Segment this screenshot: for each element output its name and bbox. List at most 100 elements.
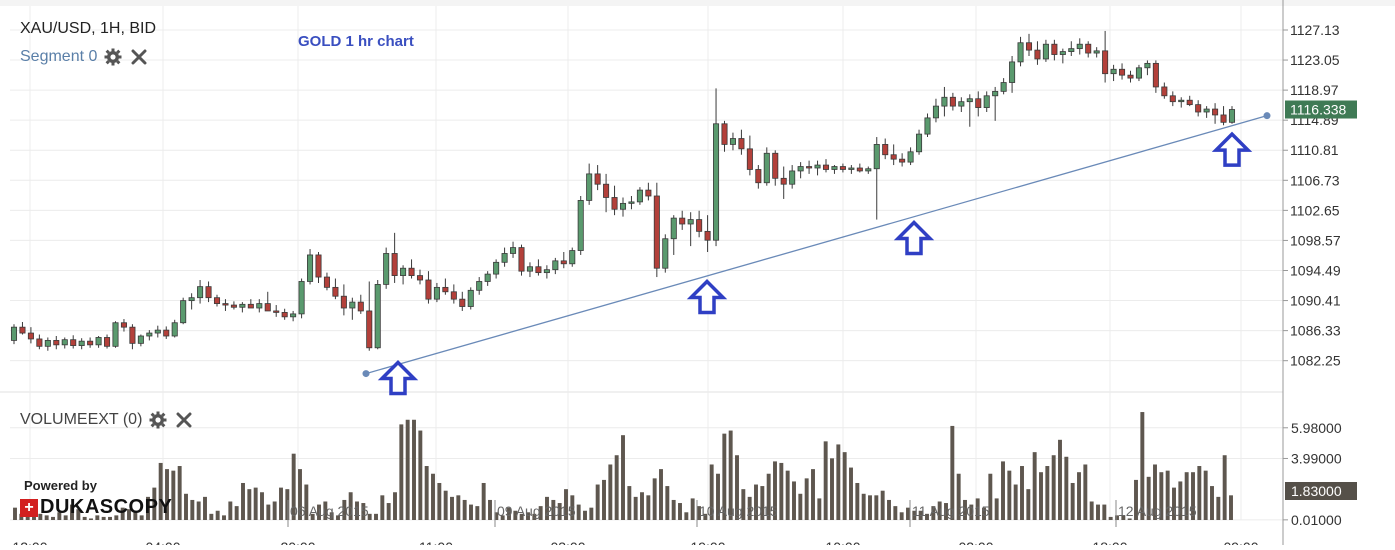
gear-icon[interactable] bbox=[103, 47, 123, 67]
volume-bar bbox=[247, 489, 252, 520]
price-tick-label: 1090.41 bbox=[1290, 293, 1341, 309]
candle bbox=[746, 135, 753, 176]
candle bbox=[1212, 103, 1219, 124]
volume-bar bbox=[139, 515, 144, 520]
candle-body bbox=[1144, 62, 1151, 69]
candle-body bbox=[822, 164, 830, 170]
close-icon[interactable] bbox=[129, 47, 149, 67]
trendline-end-handle bbox=[1263, 112, 1271, 120]
candle bbox=[459, 291, 466, 311]
candle-body bbox=[44, 340, 51, 347]
gear-icon[interactable] bbox=[148, 410, 168, 430]
candle-body bbox=[1178, 99, 1185, 103]
candle bbox=[1178, 97, 1185, 108]
volume-bar bbox=[665, 486, 670, 520]
volume-bar bbox=[456, 495, 461, 520]
volume-bar bbox=[1001, 461, 1005, 520]
candle bbox=[1144, 60, 1151, 76]
candle bbox=[307, 249, 314, 285]
volume-bar bbox=[893, 506, 898, 520]
date-label: 06 Aug 2015 bbox=[290, 503, 369, 519]
segment-label[interactable]: Segment 0 bbox=[20, 48, 98, 65]
candle-body bbox=[1110, 68, 1117, 75]
candle bbox=[755, 165, 762, 189]
volume-bar bbox=[640, 492, 644, 520]
candle bbox=[1042, 39, 1049, 62]
price-tick-label: 1102.65 bbox=[1290, 202, 1340, 218]
candle-body bbox=[349, 301, 356, 309]
candle bbox=[924, 113, 931, 138]
candle bbox=[831, 165, 838, 174]
volume-bar bbox=[152, 487, 157, 520]
candle bbox=[213, 294, 221, 307]
volume-bar bbox=[424, 466, 429, 520]
candle bbox=[450, 284, 457, 304]
candle-body bbox=[814, 164, 821, 169]
volume-bar bbox=[108, 516, 112, 520]
candle bbox=[501, 247, 508, 267]
candle-body bbox=[467, 289, 474, 307]
candle bbox=[400, 265, 407, 285]
volume-bar bbox=[1140, 412, 1145, 520]
candle bbox=[256, 299, 263, 313]
volume-bar bbox=[488, 499, 492, 520]
volume-bar bbox=[1216, 496, 1221, 520]
candle bbox=[1220, 106, 1227, 126]
price-tick-label: 1098.57 bbox=[1290, 232, 1341, 248]
candle-body bbox=[433, 286, 440, 300]
volume-bar bbox=[1108, 516, 1113, 520]
volume-bar bbox=[855, 482, 860, 520]
candle bbox=[1152, 60, 1159, 93]
volume-bar bbox=[760, 486, 765, 520]
candle bbox=[975, 91, 982, 117]
candle bbox=[476, 277, 483, 295]
toolbar-strip bbox=[0, 0, 1395, 6]
candle bbox=[408, 259, 415, 279]
time-tick-label: 04:00 bbox=[145, 539, 180, 545]
candle-body bbox=[899, 158, 906, 163]
volume-bar bbox=[697, 506, 701, 520]
candle bbox=[1076, 38, 1083, 55]
chart-title: GOLD 1 hr chart bbox=[298, 33, 414, 50]
candle bbox=[839, 163, 846, 173]
volume-bar bbox=[462, 499, 467, 520]
candle-body bbox=[36, 338, 43, 347]
candle-body bbox=[501, 253, 508, 263]
brand-name: DUKASCOPY bbox=[40, 496, 173, 518]
candle bbox=[315, 252, 322, 283]
candle-body bbox=[1051, 43, 1058, 55]
candle bbox=[332, 278, 339, 300]
volume-bar bbox=[709, 464, 714, 520]
candle bbox=[112, 321, 119, 348]
volume-bar bbox=[538, 506, 543, 520]
volume-bar bbox=[754, 484, 758, 520]
candle-body bbox=[924, 117, 931, 135]
volume-bar bbox=[1020, 466, 1024, 520]
candle-body bbox=[281, 312, 288, 318]
volume-bar bbox=[1096, 504, 1100, 520]
candle-body bbox=[163, 329, 170, 337]
candle bbox=[230, 301, 237, 310]
powered-by-logo[interactable]: Powered by + DUKASCOPY bbox=[20, 478, 176, 520]
volume-bar bbox=[766, 473, 771, 520]
price-tick-label: 1106.73 bbox=[1290, 172, 1340, 188]
candle bbox=[27, 327, 34, 344]
volume-bar bbox=[127, 509, 131, 520]
candle-body bbox=[755, 169, 762, 184]
arrow-layer bbox=[377, 131, 1253, 396]
candle bbox=[713, 88, 720, 247]
volume-bar bbox=[253, 487, 258, 520]
candle-body bbox=[264, 303, 271, 312]
candle-body bbox=[1009, 61, 1016, 83]
volume-bar bbox=[1032, 452, 1037, 520]
volume-bar bbox=[348, 492, 353, 520]
close-icon[interactable] bbox=[174, 410, 194, 430]
candle-body bbox=[543, 269, 550, 274]
volume-bar bbox=[773, 461, 777, 520]
candle bbox=[357, 294, 364, 314]
candle bbox=[907, 147, 914, 166]
current-price-badge bbox=[1285, 100, 1357, 119]
volume-indicator-label[interactable]: VOLUMEEXT (0) bbox=[20, 411, 143, 428]
candle bbox=[442, 278, 449, 295]
